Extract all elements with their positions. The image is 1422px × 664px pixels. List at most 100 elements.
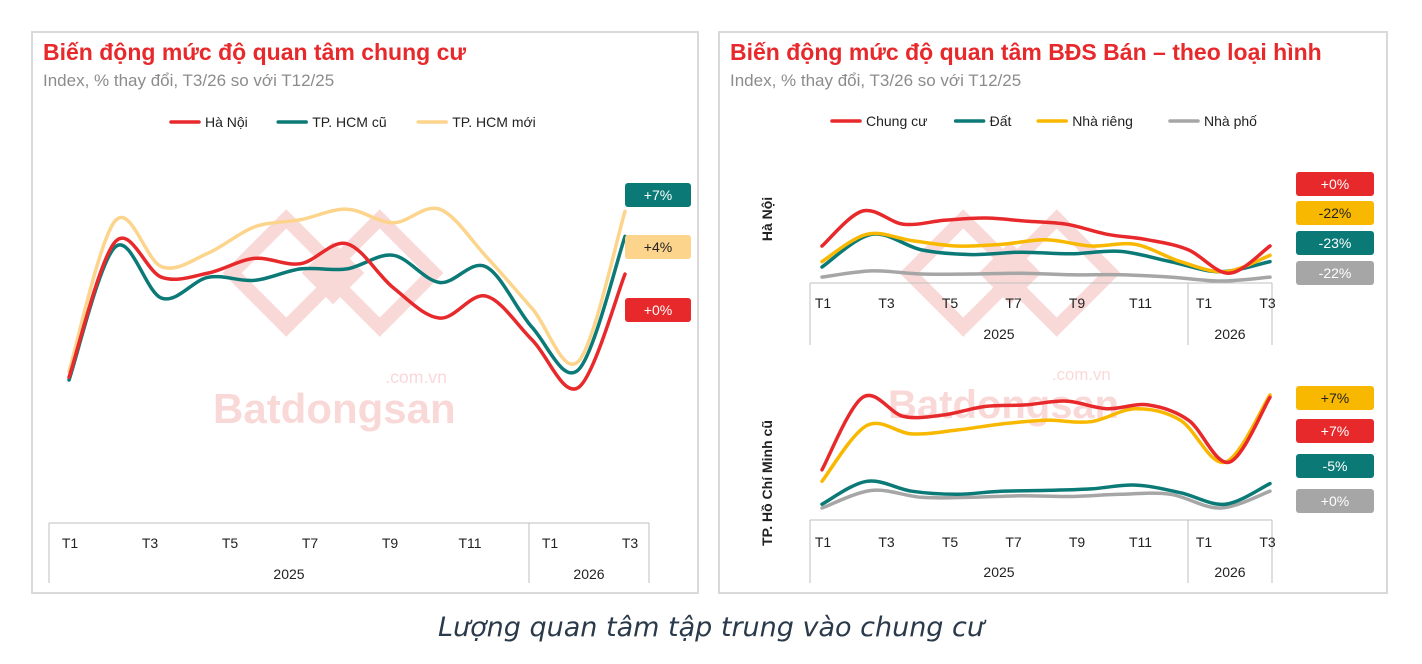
end-label-box bbox=[1296, 386, 1374, 410]
end-label-badge: +7% bbox=[1296, 419, 1374, 443]
chart-title: Biến động mức độ quan tâm BĐS Bán – theo… bbox=[730, 39, 1322, 65]
x-tick-label: T1 bbox=[62, 535, 79, 551]
series-line-0-3 bbox=[820, 269, 1272, 283]
x-tick-label: T11 bbox=[458, 535, 481, 551]
year-label: 2025 bbox=[273, 566, 304, 582]
chart-svg-left: Batdongsan.com.vn Hà Nội TP. HCM cũ TP. HCM… bbox=[48, 114, 691, 583]
legend-item: Đất bbox=[953, 113, 1012, 129]
x-tick-label: T1 bbox=[815, 295, 832, 311]
x-tick-label: T5 bbox=[942, 295, 959, 311]
end-label-badge: +0% bbox=[625, 298, 691, 322]
series-line-1-0 bbox=[820, 393, 1272, 472]
x-tick-label: T1 bbox=[1196, 534, 1213, 550]
end-label-box bbox=[1296, 201, 1374, 225]
end-label-text: -23% bbox=[1319, 235, 1352, 251]
end-label-badge: +7% bbox=[625, 183, 691, 207]
end-label-text: -5% bbox=[1323, 458, 1348, 474]
chart-title: Biến động mức độ quan tâm chung cư bbox=[43, 39, 467, 65]
x-tick-label: T7 bbox=[1005, 534, 1022, 550]
end-label-box bbox=[1296, 489, 1374, 513]
x-tick-label: T7 bbox=[302, 535, 319, 551]
watermark-brand: Batdongsan bbox=[213, 385, 456, 432]
series-line-1-2 bbox=[820, 479, 1272, 507]
x-axis: T1 T3 T5 T7 T9 T11 T1 T3 2025 2026 bbox=[809, 282, 1276, 345]
end-label-text: +7% bbox=[644, 187, 672, 203]
series-line-1-3 bbox=[820, 488, 1272, 510]
end-label-badge: -22% bbox=[1296, 261, 1374, 285]
chart-subtitle: Index, % thay đổi, T3/26 so với T12/25 bbox=[730, 71, 1022, 90]
series-line-1-1 bbox=[820, 393, 1272, 484]
legend-item: Chung cư bbox=[830, 113, 928, 129]
end-label-badge: +0% bbox=[1296, 172, 1374, 196]
x-tick-label: T3 bbox=[878, 295, 895, 311]
end-label-text: +0% bbox=[644, 302, 672, 318]
year-label: 2025 bbox=[983, 326, 1014, 342]
chart-subtitle: Index, % thay đổi, T3/26 so với T12/25 bbox=[43, 71, 335, 90]
end-label-box bbox=[1296, 231, 1374, 255]
end-label-text: +0% bbox=[1321, 176, 1349, 192]
legend-item: Hà Nội bbox=[169, 114, 248, 130]
legend-item: TP. HCM cũ bbox=[276, 114, 387, 130]
series-line-1 bbox=[67, 234, 627, 382]
legend-item: Nhà riêng bbox=[1036, 113, 1133, 129]
x-tick-label: T3 bbox=[142, 535, 159, 551]
x-tick-label: T3 bbox=[622, 535, 639, 551]
end-label-box bbox=[625, 298, 691, 322]
watermark-domain: .com.vn bbox=[1052, 365, 1111, 384]
x-tick-label: T1 bbox=[815, 534, 832, 550]
x-axis: T1 T3 T5 T7 T9 T11 T1 T3 2025 2026 bbox=[48, 522, 650, 583]
end-label-text: -22% bbox=[1319, 265, 1352, 281]
legend-label: Chung cư bbox=[866, 113, 928, 129]
end-label-box bbox=[1296, 261, 1374, 285]
x-axis: T1 T3 T5 T7 T9 T11 T1 T3 2025 2026 bbox=[809, 519, 1276, 583]
end-label-box bbox=[625, 183, 691, 207]
series-line-0-1 bbox=[820, 231, 1272, 274]
end-label-badge: +7% bbox=[1296, 386, 1374, 410]
legend-label: TP. HCM mới bbox=[452, 114, 536, 130]
legend-label: Nhà phố bbox=[1204, 113, 1257, 129]
x-tick-label: T3 bbox=[1259, 295, 1276, 311]
row-label: TP. Hồ Chí Minh cũ bbox=[759, 420, 775, 546]
end-label-text: +4% bbox=[644, 239, 672, 255]
x-tick-label: T11 bbox=[1129, 534, 1152, 550]
x-tick-label: T9 bbox=[1069, 534, 1086, 550]
watermark-logo bbox=[222, 209, 444, 337]
chart-panel-right: Biến động mức độ quan tâm BĐS Bán – theo… bbox=[718, 31, 1388, 594]
series-line-0 bbox=[67, 236, 627, 391]
end-label-box bbox=[1296, 419, 1374, 443]
x-tick-label: T11 bbox=[1129, 295, 1152, 311]
chart-panel-left: Biến động mức độ quan tâm chung cư Index… bbox=[31, 31, 699, 594]
end-label-badge: +0% bbox=[1296, 489, 1374, 513]
x-tick-label: T3 bbox=[878, 534, 895, 550]
row-label: Hà Nội bbox=[759, 197, 775, 241]
end-label-badge: -23% bbox=[1296, 231, 1374, 255]
watermark-diamond bbox=[301, 241, 365, 305]
x-tick-label: T1 bbox=[542, 535, 559, 551]
watermark-diamond bbox=[978, 241, 1042, 305]
year-label: 2026 bbox=[573, 566, 604, 582]
year-label: 2025 bbox=[983, 564, 1014, 580]
watermark-domain: .com.vn bbox=[385, 367, 447, 387]
watermark-diamond bbox=[222, 209, 350, 337]
x-tick-label: T9 bbox=[1069, 295, 1086, 311]
x-tick-label: T5 bbox=[942, 534, 959, 550]
year-label: 2026 bbox=[1214, 564, 1245, 580]
end-label-text: +7% bbox=[1321, 390, 1349, 406]
end-label-box bbox=[1296, 172, 1374, 196]
end-label-box bbox=[1296, 454, 1374, 478]
figure-caption: Lượng quan tâm tập trung vào chung cư bbox=[438, 612, 984, 643]
legend-label: Đất bbox=[990, 113, 1012, 129]
x-tick-label: T5 bbox=[222, 535, 239, 551]
end-label-text: +0% bbox=[1321, 493, 1349, 509]
end-label-text: +7% bbox=[1321, 423, 1349, 439]
x-tick-label: T3 bbox=[1259, 534, 1276, 550]
legend-label: Nhà riêng bbox=[1072, 113, 1133, 129]
legend-label: TP. HCM cũ bbox=[312, 114, 386, 130]
end-label-badge: +4% bbox=[625, 235, 691, 259]
series-line-2 bbox=[67, 206, 627, 374]
end-label-box bbox=[625, 235, 691, 259]
legend-item: TP. HCM mới bbox=[416, 114, 536, 130]
series-line-0-0 bbox=[820, 208, 1272, 275]
x-tick-label: T7 bbox=[1005, 295, 1022, 311]
